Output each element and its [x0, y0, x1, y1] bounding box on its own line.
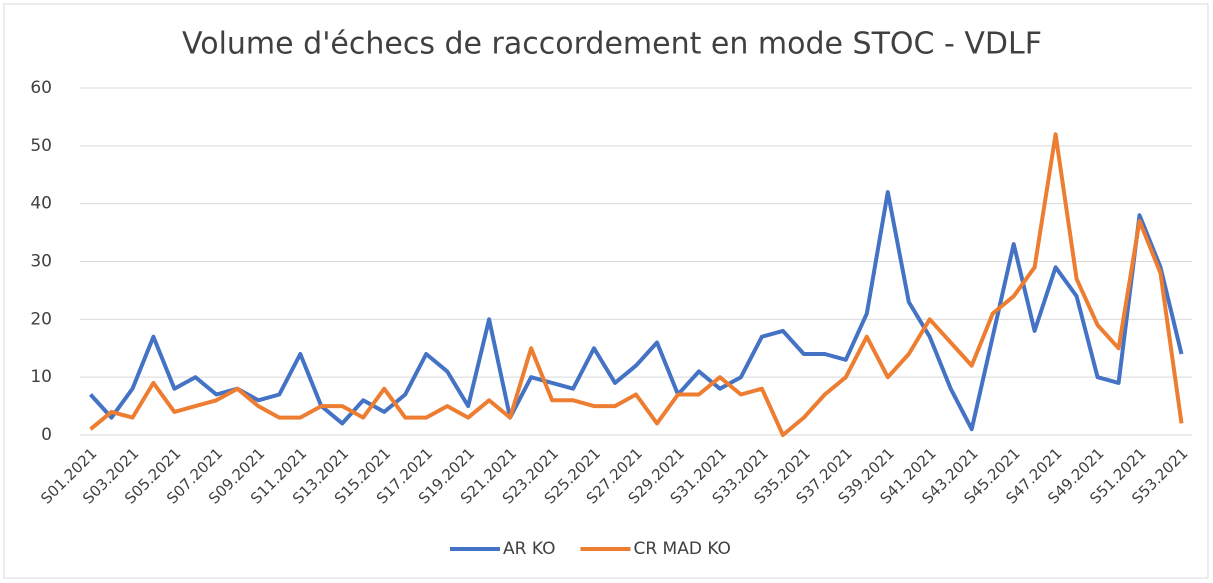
y-tick-label: 20	[30, 309, 52, 329]
chart-border	[3, 3, 1209, 579]
series-line	[89, 132, 1184, 437]
y-tick-label: 40	[30, 194, 52, 214]
y-tick-label: 10	[30, 367, 52, 387]
y-tick-label: 0	[41, 425, 52, 445]
y-tick-label: 50	[30, 136, 52, 156]
legend-label: AR KO	[503, 539, 555, 559]
y-tick-label: 60	[30, 78, 52, 98]
y-tick-label: 30	[30, 252, 52, 272]
legend-label: CR MAD KO	[633, 539, 730, 559]
chart-title: Volume d'échecs de raccordement en mode …	[182, 27, 1042, 62]
